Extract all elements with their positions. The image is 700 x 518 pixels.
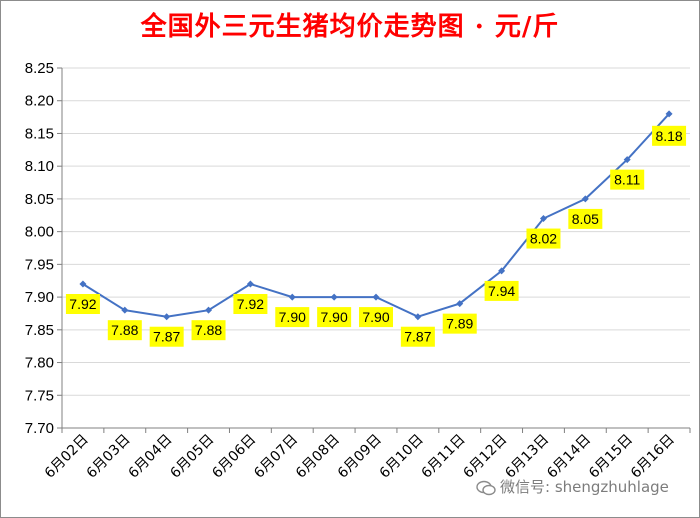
data-label-box (610, 169, 645, 190)
y-tick-label: 7.90 (25, 289, 54, 306)
x-tick-label: 6月13日 (502, 432, 552, 482)
watermark: 微信号: shengzhuhlage (476, 476, 669, 497)
data-label-text: 7.90 (362, 309, 389, 325)
x-tick-label: 6月12日 (460, 432, 510, 482)
x-tick-label: 6月14日 (544, 432, 594, 482)
watermark-text: 微信号: shengzhuhlage (500, 478, 669, 496)
data-point (205, 306, 213, 314)
data-label-text: 7.88 (111, 322, 138, 338)
data-label: 7.92 (233, 294, 268, 314)
data-label-text: 7.87 (404, 329, 431, 345)
axes (57, 67, 691, 433)
data-point (456, 300, 464, 308)
data-label: 7.87 (149, 326, 184, 347)
data-label-box (526, 228, 561, 249)
x-tick-label: 6月07日 (251, 432, 301, 482)
data-label-text: 7.90 (279, 309, 306, 325)
x-tick-label: 6月10日 (377, 432, 427, 482)
data-label: 7.88 (107, 320, 142, 341)
x-tick-label: 6月06日 (209, 432, 259, 482)
data-label-box (652, 125, 687, 146)
data-label-text: 7.92 (237, 296, 264, 312)
data-label-box (442, 313, 477, 334)
data-label: 7.89 (442, 313, 477, 334)
data-label: 7.87 (400, 326, 435, 347)
y-tick-label: 8.25 (25, 60, 54, 77)
gridlines (62, 67, 690, 396)
data-label-box (275, 307, 310, 328)
data-label: 8.05 (568, 208, 603, 229)
data-point (372, 293, 380, 301)
data-label: 8.11 (610, 169, 645, 190)
data-point (623, 156, 631, 164)
data-point (414, 313, 422, 321)
data-label-box (233, 294, 268, 314)
data-label-text: 7.89 (446, 316, 473, 332)
x-tick-label: 6月16日 (628, 432, 678, 482)
data-label: 7.88 (191, 320, 226, 341)
x-tick-label: 6月02日 (42, 432, 92, 482)
series-line-group (79, 110, 673, 321)
data-label-box (149, 326, 184, 347)
y-tick-label: 8.05 (25, 191, 54, 208)
data-point (79, 280, 87, 288)
y-tick-label: 8.10 (25, 158, 54, 175)
x-tick-labels: 6月02日6月03日6月04日6月05日6月06日6月07日6月08日6月09日… (42, 432, 678, 482)
y-tick-label: 8.00 (25, 224, 54, 241)
data-point (581, 195, 589, 203)
x-tick-label: 6月05日 (167, 432, 217, 482)
data-label-text: 8.11 (614, 172, 640, 188)
data-point (330, 293, 338, 301)
data-label-box (191, 320, 226, 341)
data-labels: 7.92 7.88 7.87 7.88 7.92 7.90 7.90 7.90 7.87 7.89… (65, 125, 687, 347)
x-tick-label: 6月15日 (586, 432, 636, 482)
data-label: 8.02 (526, 228, 561, 249)
x-tick-label: 6月11日 (419, 432, 469, 482)
data-label-text: 8.05 (572, 211, 599, 227)
data-label-box (400, 326, 435, 347)
y-tick-label: 8.20 (25, 93, 54, 110)
chart-title: 全国外三元生猪均价走势图 · 元/斤 (140, 12, 560, 42)
data-label-box (65, 294, 100, 314)
x-tick-label: 6月08日 (293, 432, 343, 482)
y-tick-label: 7.85 (25, 322, 54, 339)
y-tick-label: 7.95 (25, 256, 54, 273)
data-label-box (359, 307, 393, 328)
data-label: 7.94 (484, 280, 519, 301)
data-label-text: 7.87 (153, 329, 180, 345)
x-tick-label: 6月09日 (335, 432, 385, 482)
data-label: 7.90 (359, 307, 393, 328)
data-label: 7.90 (275, 307, 310, 328)
data-label-box (317, 307, 352, 328)
y-tick-label: 7.70 (25, 420, 54, 437)
data-label-text: 7.94 (488, 283, 515, 299)
y-tick-labels: 7.70 7.75 7.80 7.85 7.90 7.95 8.00 8.05 8.10 8.15… (25, 60, 54, 437)
data-point (246, 280, 254, 288)
data-point (121, 306, 129, 314)
y-tick-label: 8.15 (25, 125, 54, 142)
data-label-box (484, 280, 519, 301)
y-tick-label: 7.80 (25, 355, 54, 372)
data-label-box (568, 208, 603, 229)
data-point (665, 110, 673, 118)
data-label: 7.90 (317, 307, 352, 328)
y-tick-label: 7.75 (25, 387, 54, 404)
wechat-icon (476, 480, 496, 495)
data-label: 8.18 (652, 125, 687, 146)
x-tick-label: 6月04日 (125, 432, 175, 482)
data-label: 7.92 (65, 294, 100, 314)
data-point (163, 313, 171, 321)
data-label-text: 7.92 (69, 296, 96, 312)
data-point (288, 293, 296, 301)
data-point (539, 215, 547, 223)
data-label-text: 8.02 (530, 231, 557, 247)
data-label-text: 7.90 (321, 309, 348, 325)
data-label-text: 8.18 (655, 128, 682, 144)
x-tick-label: 6月03日 (84, 432, 134, 482)
data-point (498, 267, 506, 275)
data-label-box (107, 320, 142, 341)
data-label-text: 7.88 (195, 322, 222, 338)
